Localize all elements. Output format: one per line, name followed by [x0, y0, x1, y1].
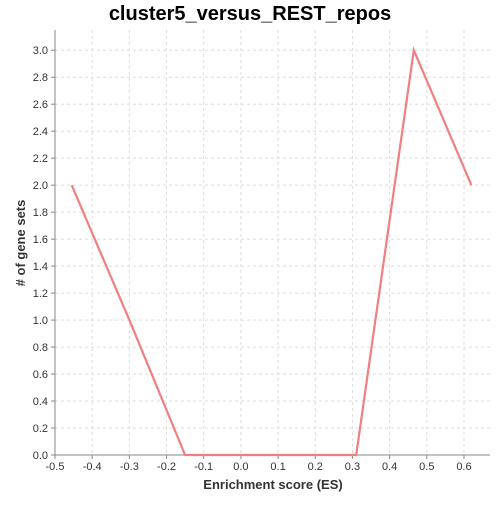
grid — [54, 30, 490, 456]
y-tick-label: 3.0 — [33, 45, 48, 57]
y-tick-label: 2.4 — [33, 126, 48, 138]
y-tick-label: 0.2 — [33, 423, 48, 435]
x-tick-label: 0.2 — [308, 461, 323, 473]
y-tick-label: 2.2 — [33, 153, 48, 165]
x-tick-label: -0.4 — [83, 461, 102, 473]
y-tick-label: 0.8 — [33, 342, 48, 354]
y-tick-label: 0.0 — [33, 450, 48, 462]
y-tick-label: 2.6 — [33, 99, 48, 111]
y-tick-label: 2.0 — [33, 180, 48, 192]
x-tick-label: 0.3 — [345, 461, 360, 473]
y-tick-label: 1.4 — [33, 261, 48, 273]
y-axis-label: # of gene sets — [13, 200, 28, 287]
y-tick-label: 0.4 — [33, 396, 48, 408]
y-ticks: 0.0 0.2 0.4 0.6 0.8 1.0 1.2 1.4 1.6 1.8 2.0 2.2 2.4 2… — [33, 45, 55, 462]
x-tick-label: 0.4 — [382, 461, 397, 473]
x-tick-label: -0.1 — [194, 461, 213, 473]
x-tick-label: 0.5 — [419, 461, 434, 473]
chart-title: cluster5_versus_REST_repos — [109, 3, 391, 25]
axes — [54, 30, 490, 456]
y-tick-label: 0.6 — [33, 369, 48, 381]
y-tick-label: 1.8 — [33, 207, 48, 219]
x-tick-label: 0.0 — [233, 461, 248, 473]
x-tick-label: -0.2 — [157, 461, 176, 473]
y-tick-label: 2.8 — [33, 72, 48, 84]
x-tick-label: -0.3 — [120, 461, 139, 473]
series-line — [70, 46, 473, 457]
x-axis-label: Enrichment score (ES) — [203, 477, 342, 492]
x-tick-label: 0.1 — [270, 461, 285, 473]
x-tick-label: 0.6 — [456, 461, 471, 473]
x-tick-label: -0.5 — [46, 461, 65, 473]
x-ticks: -0.5 -0.4 -0.3 -0.2 -0.1 0.0 0.1 0.2 0.3 0.4 0.5 0.… — [46, 455, 472, 473]
y-tick-label: 1.0 — [33, 315, 48, 327]
series-lines — [70, 46, 473, 457]
y-tick-label: 1.6 — [33, 234, 48, 246]
y-tick-label: 1.2 — [33, 288, 48, 300]
